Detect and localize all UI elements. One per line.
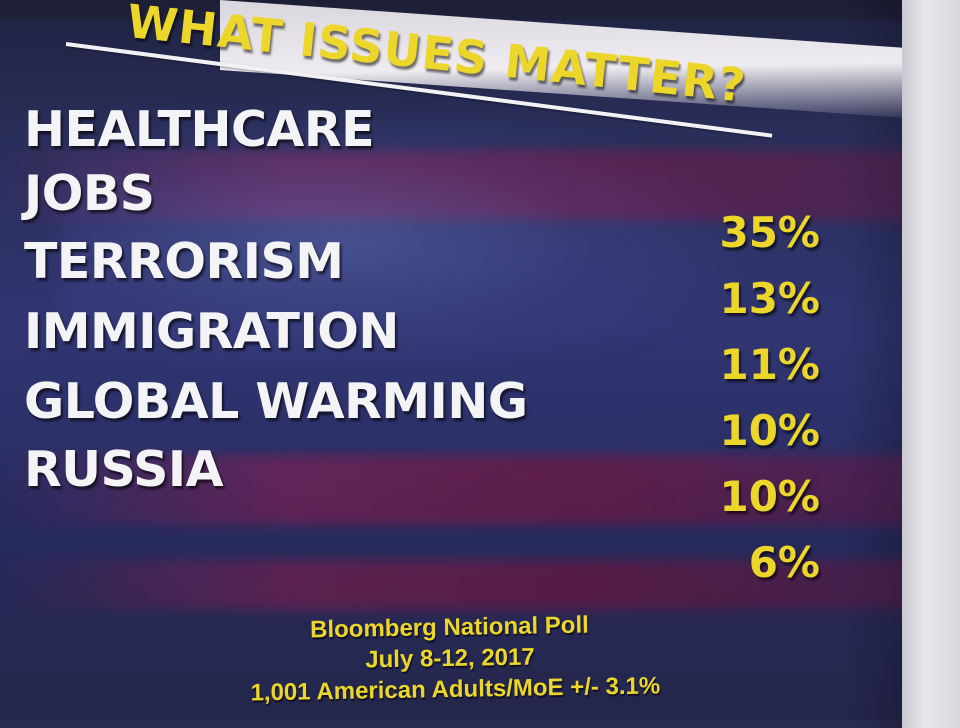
issue-label: IMMIGRATION [24,303,399,360]
issue-percentage: 11% [719,340,820,389]
issue-list: HEALTHCARE JOBS TERRORISM IMMIGRATION GL… [24,96,528,504]
issue-label: GLOBAL WARMING [24,373,528,430]
graphic-panel [0,20,915,720]
issue-percentage: 35% [719,208,820,257]
issue-label: RUSSIA [24,441,224,498]
flag-stripe [0,455,960,525]
issue-label: JOBS [24,165,155,222]
screen-bezel-right [902,0,960,728]
issue-percentage: 10% [719,406,820,455]
issue-label: TERRORISM [24,233,344,290]
poll-source: Bloomberg National Poll July 8-12, 2017 … [249,609,660,709]
issue-percentage: 13% [719,274,820,323]
flag-stripe [0,560,960,610]
percentage-list: 35% 13% 11% 10% 10% 6% [700,200,820,596]
issue-label: HEALTHCARE [24,101,375,158]
flag-background [60,110,760,370]
flag-stripe [0,150,960,220]
issue-percentage: 6% [748,538,820,587]
issue-percentage: 10% [719,472,820,521]
